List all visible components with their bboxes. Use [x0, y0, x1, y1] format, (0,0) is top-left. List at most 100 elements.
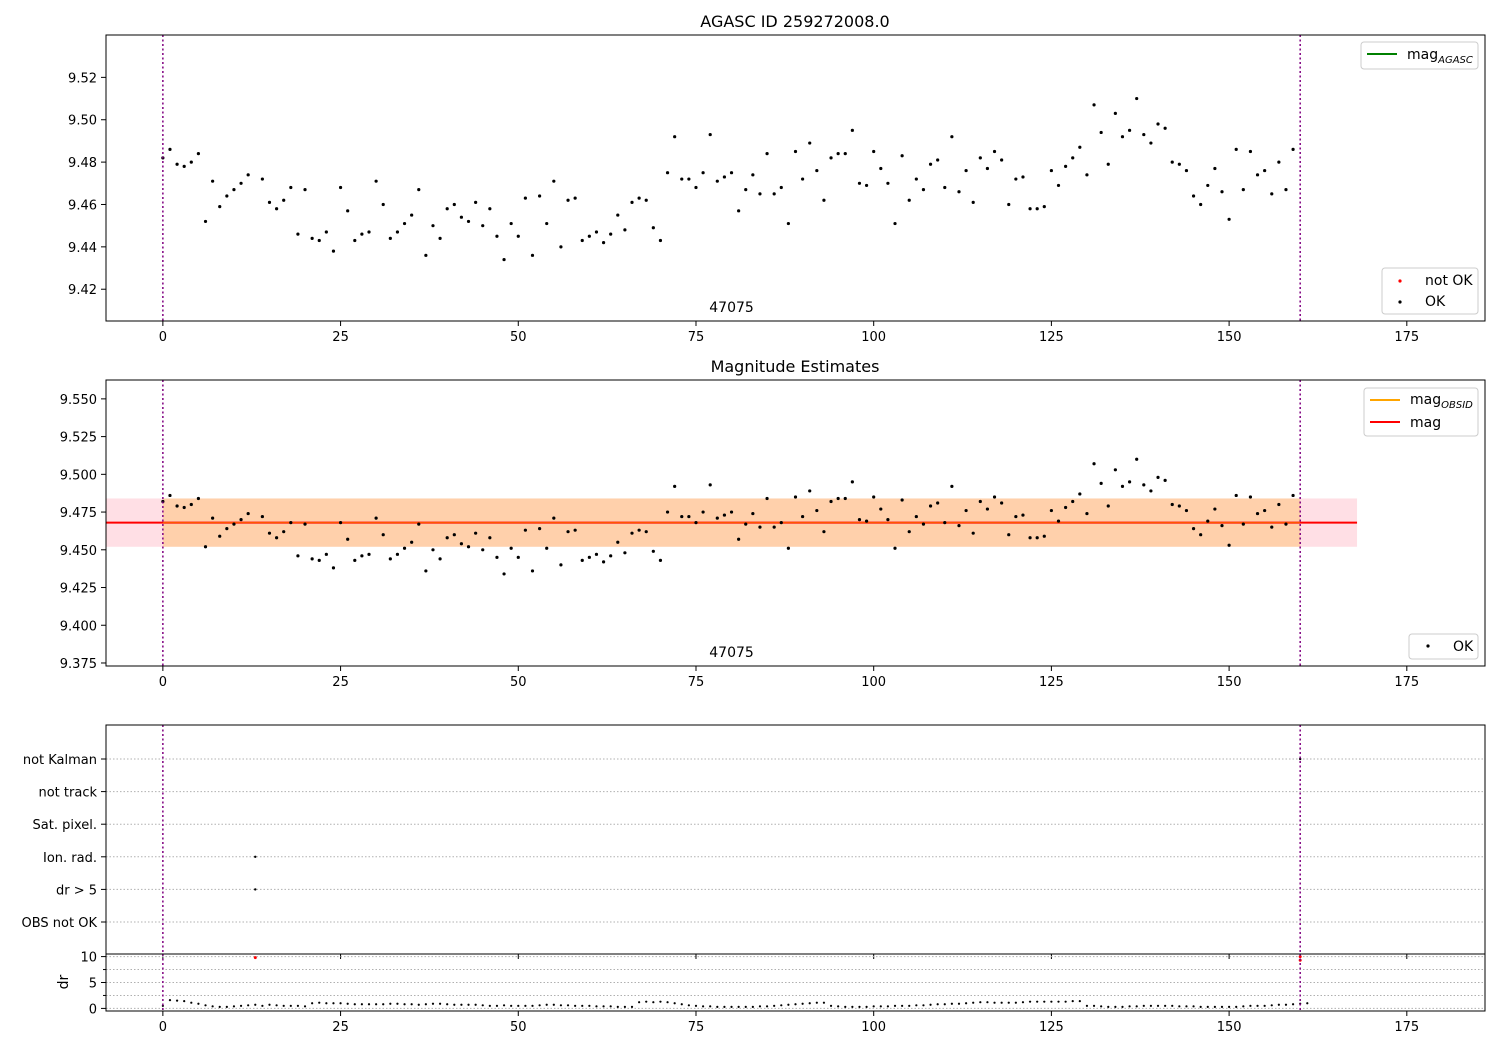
magnitude-data-point: [1191, 527, 1196, 531]
dr-data-point: [851, 1005, 854, 1008]
magnitude-data-point: [317, 558, 321, 562]
agasc-data-point: [893, 221, 897, 226]
magnitude-panel: Magnitude Estimates 47075 9.375 9.400 9.42…: [60, 357, 1486, 690]
dr-data-point: [1036, 1000, 1039, 1003]
magnitude-data-point: [900, 498, 904, 502]
magnitude-data-point: [189, 502, 193, 507]
dr-data-point: [957, 1002, 961, 1005]
dr-data-point: [545, 1003, 548, 1006]
dr-data-point: [964, 1002, 968, 1005]
magnitude-data-point: [1028, 536, 1032, 540]
dr-data-point: [282, 1004, 285, 1007]
dr-data-point: [901, 1004, 904, 1007]
dr-data-point: [1149, 1004, 1153, 1007]
agasc-data-point: [282, 198, 286, 202]
dr-data-point: [680, 1003, 683, 1006]
agasc-data-point: [1113, 111, 1117, 115]
agasc-data-point: [1234, 147, 1238, 151]
magnitude-data-point: [1248, 495, 1253, 499]
dr-data-point: [254, 1003, 257, 1006]
magnitude-data-point: [808, 489, 812, 493]
dr-data-point: [275, 1004, 278, 1007]
agasc-data-point: [474, 200, 478, 204]
dr-data-point: [481, 1004, 484, 1007]
dr-data-point: [808, 1002, 811, 1005]
magnitude-data-point: [765, 496, 769, 501]
dr-data-point: [630, 1005, 634, 1008]
magnitude-y-tick-label: 9.550: [60, 393, 97, 408]
magnitude-data-point: [466, 545, 471, 549]
dr-y-tick-label: 0: [89, 1002, 97, 1017]
dr-panel-frame: [105, 953, 1486, 1012]
dr-data-point: [268, 1003, 271, 1006]
dr-data-point: [190, 1001, 193, 1004]
agasc-data-point: [1120, 135, 1125, 139]
agasc-data-point: [381, 202, 385, 207]
dr-data-point: [886, 1005, 890, 1008]
magnitude-data-point: [907, 530, 911, 534]
magnitude-data-point: [239, 518, 243, 522]
dr-data-point: [787, 1003, 790, 1006]
agasc-data-point: [1099, 130, 1103, 135]
magnitude-data-point: [1177, 504, 1181, 508]
agasc-data-point: [651, 226, 655, 230]
agasc-data-point: [886, 181, 890, 185]
dr-data-point: [581, 1004, 584, 1007]
magnitude-data-point: [374, 516, 378, 520]
dr-data-point: [559, 1004, 563, 1007]
agasc-data-point: [196, 152, 201, 156]
magnitude-data-point: [1106, 504, 1110, 508]
agasc-data-point: [1042, 205, 1046, 209]
agasc-data-point: [1199, 202, 1203, 207]
dr-data-point: [1142, 1004, 1145, 1007]
agasc-data-point: [1106, 162, 1110, 166]
dr-data-point: [239, 1004, 243, 1007]
magnitude-data-point: [793, 495, 798, 499]
dr-data-point: [566, 1004, 570, 1007]
magnitude-data-point: [1035, 536, 1039, 540]
magnitude-data-point: [445, 536, 449, 540]
dr-data-point: [829, 1004, 833, 1007]
magnitude-data-point: [815, 508, 819, 513]
agasc-data-point: [864, 183, 869, 188]
dr-data-point: [346, 1002, 349, 1005]
agasc-data-point: [523, 196, 527, 200]
magnitude-data-point: [1120, 484, 1125, 489]
agasc-data-point: [1241, 188, 1245, 192]
dr-data-point: [318, 1001, 321, 1004]
magnitude-data-point: [744, 522, 748, 526]
magnitude-data-point: [1099, 481, 1103, 485]
magnitude-data-point: [1263, 508, 1267, 513]
agasc-data-point: [538, 194, 542, 198]
magnitude-data-point: [857, 518, 862, 522]
magnitude-data-point: [964, 508, 968, 513]
agasc-data-point: [509, 221, 513, 226]
dr-data-point: [339, 1002, 342, 1005]
magnitude-data-point: [211, 516, 215, 520]
dr-data-point: [986, 1001, 989, 1004]
dr-data-point: [687, 1004, 690, 1007]
agasc-data-point: [331, 249, 336, 253]
magnitude-data-point: [481, 548, 485, 552]
dr-data-point: [225, 1005, 228, 1008]
dr-y-tick-label: 5: [89, 977, 97, 992]
agasc-data-point: [573, 196, 577, 200]
dr-data-point: [218, 1005, 221, 1008]
agasc-data-point: [182, 164, 186, 168]
agasc-data-point: [1177, 162, 1181, 166]
agasc-data-point: [1078, 145, 1082, 149]
dr-data-point: [638, 1001, 641, 1004]
magnitude-data-point: [637, 528, 641, 532]
agasc-data-point: [801, 177, 805, 181]
dr-data-point: [801, 1002, 804, 1005]
agasc-data-point: [836, 152, 840, 156]
agasc-data-point: [168, 147, 172, 151]
magnitude-data-point: [1277, 502, 1281, 507]
dr-data-point: [311, 1002, 314, 1005]
dr-not-ok-point: [253, 956, 257, 960]
agasc-data-point: [978, 156, 982, 160]
agasc-legend-lines: magAGASC: [1360, 41, 1479, 70]
dr-data-point: [822, 1001, 826, 1004]
dr-x-tick-label: 50: [510, 1020, 527, 1035]
